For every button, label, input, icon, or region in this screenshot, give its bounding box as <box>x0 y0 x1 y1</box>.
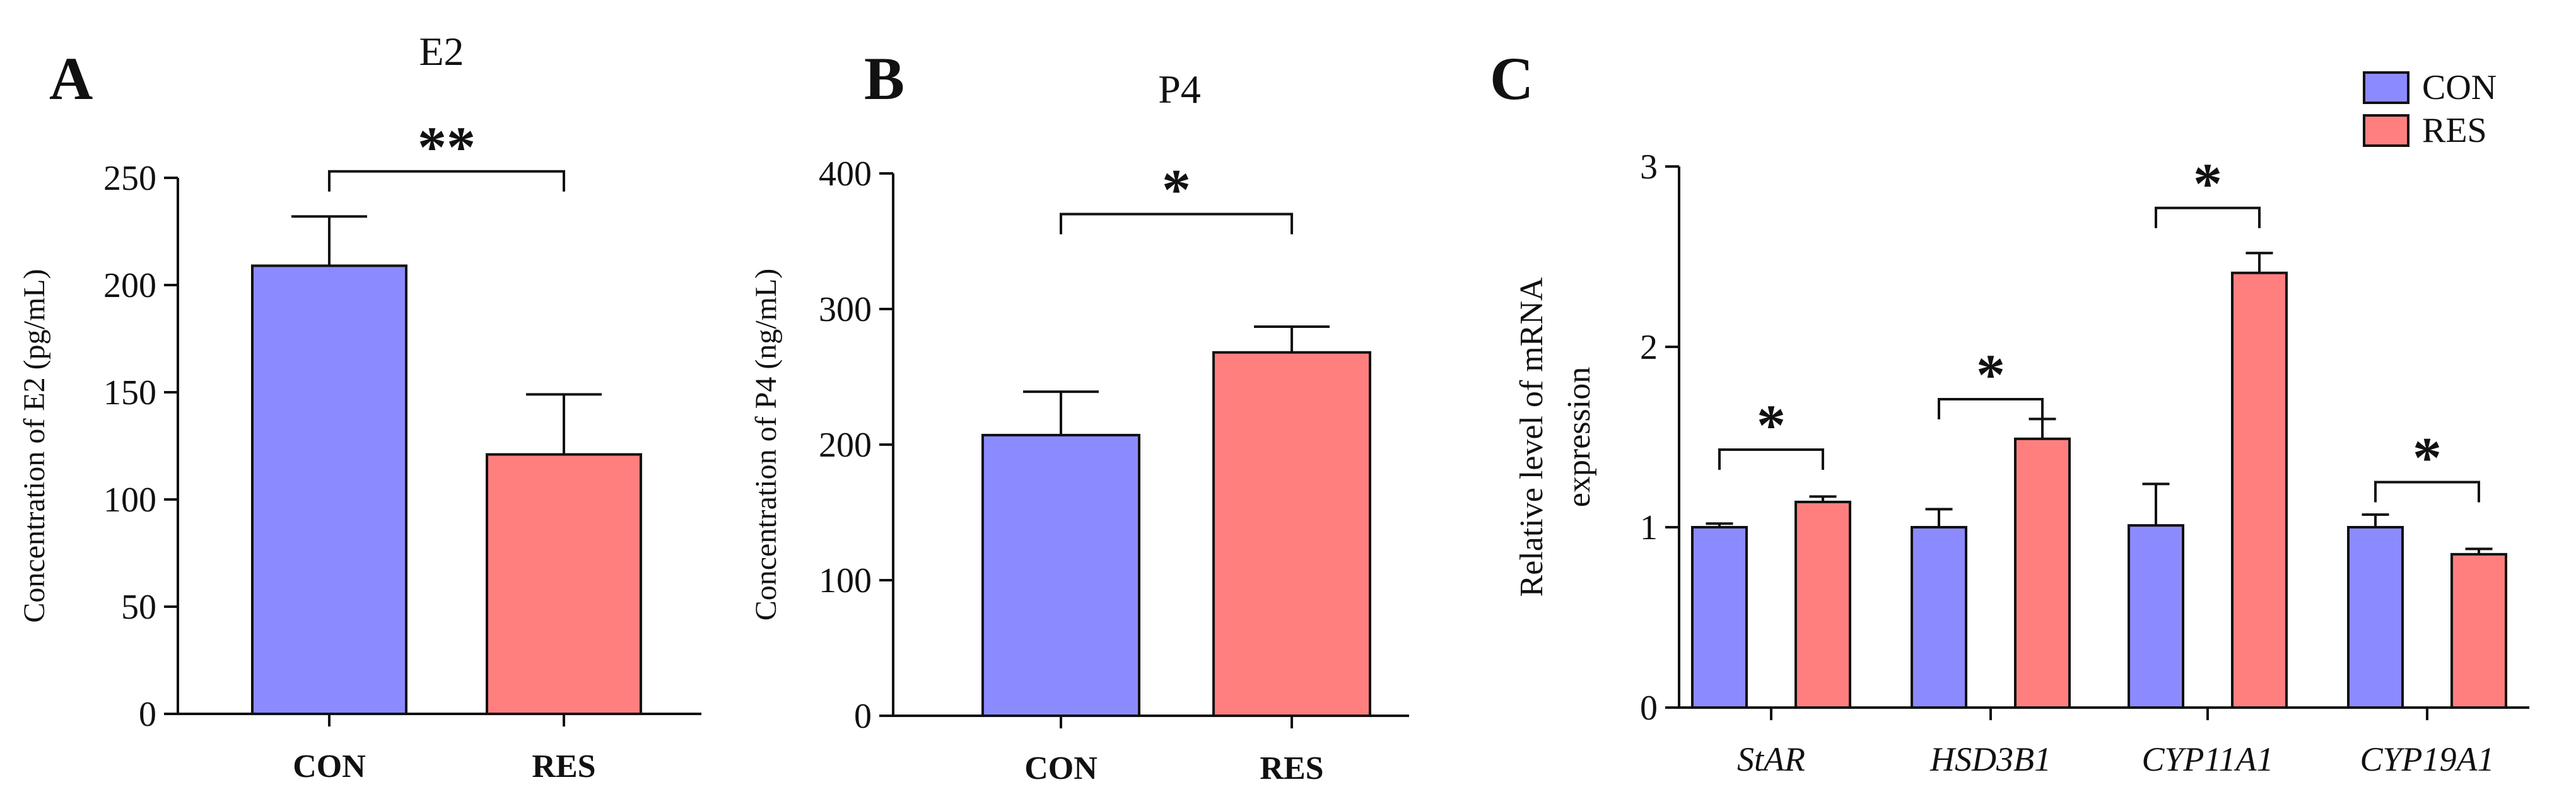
chart-b-significance-label: * <box>1162 158 1191 222</box>
legend: CON RES <box>2363 68 2497 150</box>
chart-a-y-tick-label: 150 <box>103 373 156 412</box>
chart-a-significance-bracket <box>328 170 565 192</box>
chart-c-significance-label: * <box>1976 342 2005 407</box>
chart-a-bar-con <box>251 264 407 715</box>
chart-c-gene-label: CYP19A1 <box>2360 740 2494 778</box>
chart-b-y-label: Concentration of P4 (ng/mL) <box>749 269 783 621</box>
chart-c-y-tick-label: 1 <box>1640 508 1658 547</box>
chart-c-bar-cyp19a1-con <box>2347 526 2404 709</box>
chart-a-bar-res-error-bar <box>526 393 602 455</box>
chart-c-significance-bracket <box>2374 481 2480 503</box>
chart-e2: 0 50 100 150 200 250 E2 Concentration of E2 (pg… <box>18 29 701 785</box>
chart-a-category-label: RES <box>532 749 595 785</box>
chart-a-y-tick-label: 200 <box>103 266 156 305</box>
chart-a-bar-con-error-bar <box>291 215 367 266</box>
chart-a-category-label: CON <box>293 749 366 785</box>
chart-a-y-tick-label: 50 <box>121 588 156 627</box>
chart-b-y-tick-label: 100 <box>819 561 872 600</box>
chart-c-significance-bracket <box>1718 448 1824 470</box>
chart-mrna-expression: 0 1 2 3 Relative level of mRNA expression StAR… <box>1514 148 2529 778</box>
chart-c-significance-bracket <box>2155 206 2261 228</box>
chart-c-bar-cyp11a1-res-error-bar <box>2245 252 2273 273</box>
chart-c-bar-hsd3b1-res-error-bar <box>2029 417 2056 439</box>
chart-c-y-label-line: expression <box>1561 367 1597 507</box>
chart-a-bar-res <box>486 453 642 715</box>
chart-b-y-tick-label: 400 <box>819 155 872 194</box>
chart-c-gene-label: HSD3B1 <box>1929 740 2051 778</box>
panel-letter-c: C <box>1490 45 1533 112</box>
chart-c-bar-hsd3b1-res <box>2014 437 2071 709</box>
chart-a-y-tick-label: 0 <box>139 695 156 734</box>
chart-p4: 0 100 200 300 400 P4 Concentration of P4 (ng/m… <box>749 67 1409 786</box>
panel-letter-b: B <box>864 45 905 112</box>
legend-swatch-con <box>2363 71 2409 104</box>
chart-b-category-label: CON <box>1024 750 1098 786</box>
chart-c-bar-cyp19a1-res <box>2450 552 2507 709</box>
chart-c-bar-cyp11a1-res <box>2231 271 2288 709</box>
chart-a-title: E2 <box>419 29 464 74</box>
chart-a-y-label: Concentration of E2 (pg/mL) <box>18 269 51 622</box>
chart-c-gene-label: CYP11A1 <box>2141 740 2273 778</box>
chart-b-y-tick-label: 300 <box>819 290 872 329</box>
chart-b-bar-res <box>1212 351 1371 717</box>
chart-c-y-tick-label: 3 <box>1640 148 1658 187</box>
chart-a-significance-label: ** <box>418 115 476 179</box>
chart-c-bar-star-con-error-bar <box>1706 522 1733 527</box>
legend-swatch-res <box>2363 114 2409 147</box>
chart-c-bar-star-res <box>1794 500 1851 709</box>
chart-b-bar-res-error-bar <box>1254 325 1330 353</box>
panel-letter-a: A <box>49 45 93 112</box>
legend-label-res: RES <box>2422 111 2487 150</box>
chart-c-bar-cyp19a1-con-error-bar <box>2362 513 2389 527</box>
chart-b-y-tick-label: 200 <box>819 426 872 465</box>
chart-c-bar-cyp11a1-con-error-bar <box>2142 482 2170 526</box>
chart-c-bar-hsd3b1-con <box>1911 526 1967 709</box>
chart-b-y-tick-label: 0 <box>854 697 872 736</box>
chart-b-category-label: RES <box>1260 750 1323 786</box>
chart-c-bar-hsd3b1-con-error-bar <box>1925 508 1953 527</box>
chart-c-significance-label: * <box>2193 151 2222 216</box>
chart-c-bar-cyp19a1-res-error-bar <box>2465 547 2493 554</box>
chart-c-significance-label: * <box>1757 393 1786 457</box>
chart-a-y-tick-label: 100 <box>103 481 156 520</box>
chart-c-y-tick-label: 0 <box>1640 689 1658 728</box>
chart-c-y-label-line: Relative level of mRNA <box>1514 277 1550 597</box>
chart-c-significance-label: * <box>2413 426 2442 490</box>
chart-c-bar-star-con <box>1691 526 1748 709</box>
chart-c-bar-cyp11a1-con <box>2128 524 2184 709</box>
chart-a-y-tick-label: 250 <box>103 159 156 198</box>
chart-b-bar-con-error-bar <box>1023 390 1099 435</box>
chart-c-gene-label: StAR <box>1737 740 1805 778</box>
chart-c-y-tick-label: 2 <box>1640 328 1658 367</box>
chart-c-significance-bracket <box>1938 397 2044 419</box>
chart-b-significance-bracket <box>1060 213 1293 235</box>
chart-c-bar-star-res-error-bar <box>1809 495 1837 502</box>
legend-label-con: CON <box>2422 68 2497 107</box>
chart-b-bar-con <box>981 433 1140 717</box>
chart-b-title: P4 <box>1158 67 1201 112</box>
